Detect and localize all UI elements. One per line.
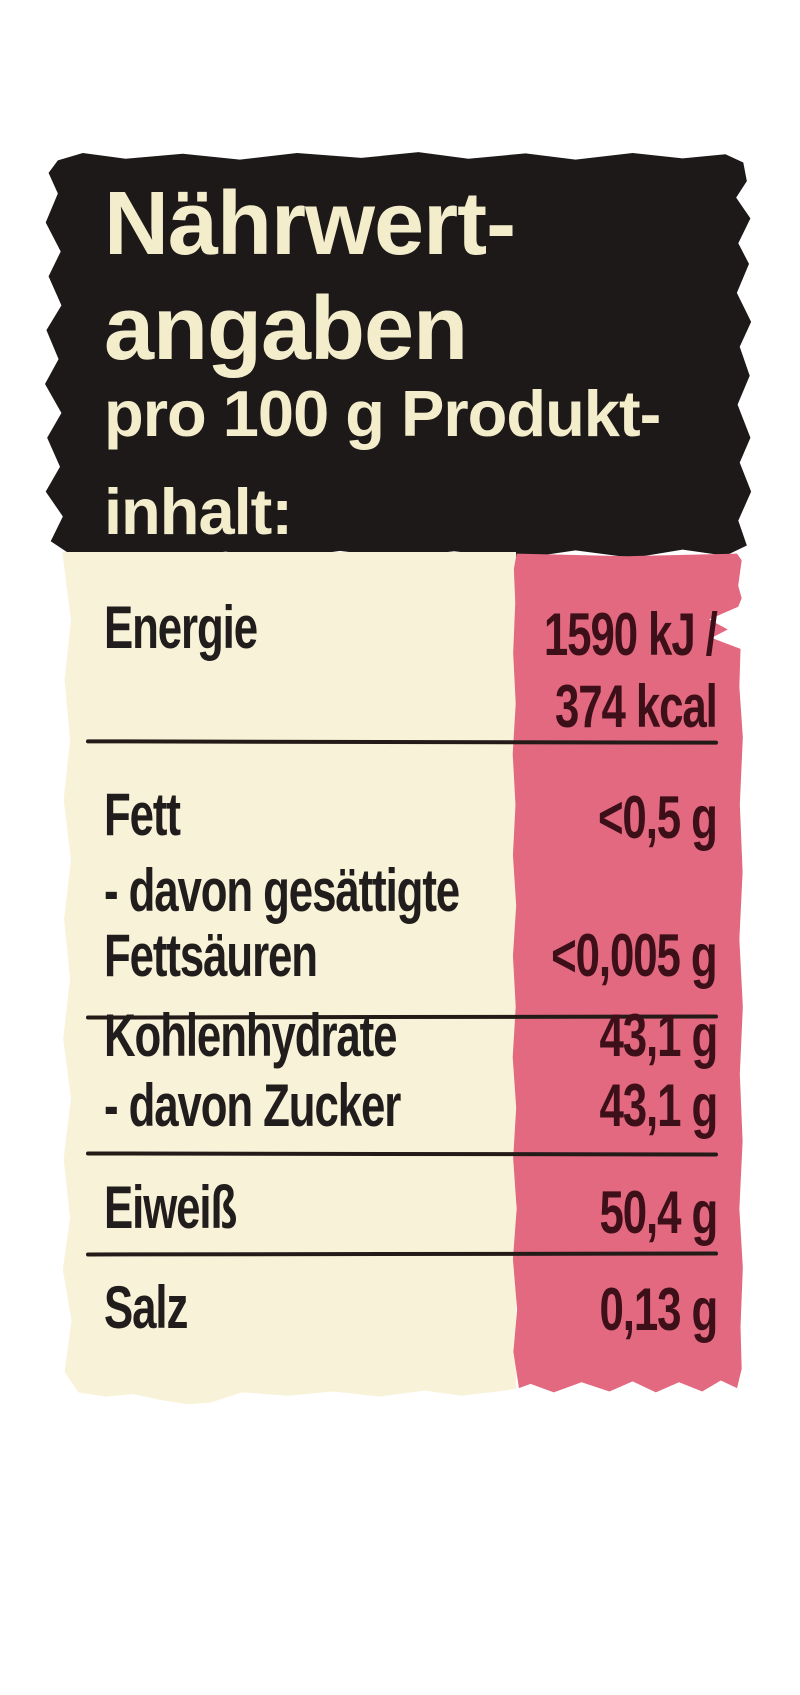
row-label-energie: Energie [104,594,258,661]
row-value-salz: 0,13 g [599,1276,718,1343]
header-subtitle-line2: inhalt: [104,475,293,548]
energie-value-kj: 1590 kJ / [544,601,718,668]
row-label-zucker: - davon Zucker [104,1072,401,1139]
header-title-line2: angaben [104,279,468,379]
row-label-eiweiss: Eiweiß [104,1174,237,1241]
row-label-gesaettigte: - davon gesättigte [104,857,460,924]
row-label-fettsaeuren: Fettsäuren [104,922,318,989]
row-value-fettsaeuren: <0,005 g [551,922,718,989]
row-value-fett: <0,5 g [598,784,718,851]
header-title-line1: Nährwert- [104,174,516,274]
row-label-salz: Salz [104,1274,188,1341]
row-value-zucker: 43,1 g [599,1072,718,1139]
row-value-energie: 1590 kJ / 374 kcal [544,599,718,743]
row-label-fett: Fett [104,781,181,848]
label-column-background [62,552,516,1405]
row-value-kohlenhydrate: 43,1 g [599,1002,718,1069]
row-label-kohlenhydrate: Kohlenhydrate [104,1002,398,1069]
header-subtitle-line1: pro 100 g Produkt- [104,377,661,450]
header-block: Nährwert- angaben pro 100 g Produkt- inh… [44,152,752,560]
row-value-eiweiss: 50,4 g [599,1179,718,1246]
energie-value-kcal: 374 kcal [555,673,718,740]
